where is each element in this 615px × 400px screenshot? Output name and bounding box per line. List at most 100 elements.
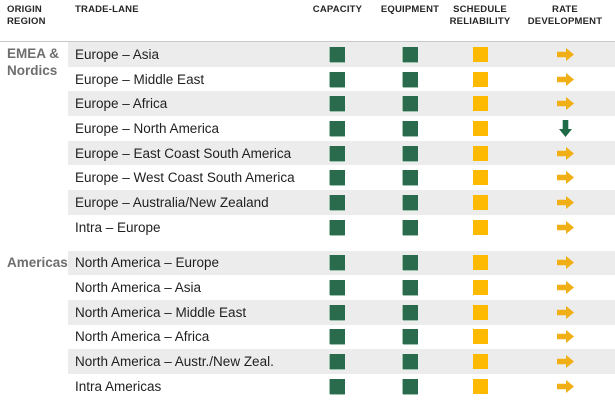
- equipment-cell: [375, 170, 445, 186]
- schedule-reliability-status-square: [472, 170, 488, 186]
- table-row: Europe – Middle East: [68, 67, 615, 92]
- capacity-cell: [300, 145, 375, 161]
- table-row: North America – Asia: [68, 275, 615, 300]
- capacity-status-square: [330, 194, 345, 210]
- right-arrow-icon: [556, 146, 574, 160]
- trade-lane-label: Intra – Europe: [75, 219, 161, 235]
- trade-lane-label: Europe – Middle East: [75, 71, 205, 87]
- schedule-reliability-status-square: [472, 378, 488, 394]
- rate-development-cell: [515, 171, 615, 185]
- origin-region-group: Americas North America – Europe North Amer…: [0, 250, 615, 399]
- table-row: Europe – West Coast South America: [68, 165, 615, 190]
- table-row: Europe – North America: [68, 116, 615, 141]
- equipment-status-square: [402, 71, 418, 87]
- equipment-cell: [375, 46, 445, 62]
- schedule-reliability-status-square: [472, 304, 488, 320]
- equipment-cell: [375, 96, 445, 112]
- capacity-status-square: [330, 46, 345, 62]
- schedule-reliability-cell: [445, 145, 515, 161]
- right-arrow-icon: [556, 281, 574, 295]
- capacity-cell: [300, 170, 375, 186]
- right-arrow-icon: [556, 195, 574, 209]
- equipment-status-square: [402, 170, 418, 186]
- schedule-reliability-status-square: [472, 145, 488, 161]
- schedule-reliability-status-square: [472, 255, 488, 271]
- equipment-cell: [375, 329, 445, 345]
- capacity-cell: [300, 378, 375, 394]
- equipment-cell: [375, 304, 445, 320]
- table-row: North America – Europe: [68, 250, 615, 276]
- trade-lane-label: Europe – Asia: [75, 46, 160, 62]
- capacity-status-square: [330, 304, 345, 320]
- right-arrow-icon: [556, 171, 574, 185]
- equipment-status-square: [402, 46, 418, 62]
- capacity-cell: [300, 194, 375, 210]
- equipment-cell: [375, 120, 445, 136]
- trade-lane-label: Europe – West Coast South America: [75, 170, 295, 186]
- capacity-cell: [300, 71, 375, 87]
- column-header-schedule-reliability: SCHEDULE RELIABILITY: [449, 4, 511, 27]
- capacity-status-square: [330, 120, 345, 136]
- schedule-reliability-cell: [445, 170, 515, 186]
- trade-lane-label: North America – Asia: [75, 280, 202, 296]
- trade-lane-label: Europe – Australia/New Zealand: [75, 194, 269, 210]
- down-arrow-icon: [558, 119, 572, 137]
- schedule-reliability-status-square: [472, 194, 488, 210]
- capacity-status-square: [330, 329, 345, 345]
- schedule-reliability-status-square: [472, 96, 488, 112]
- equipment-status-square: [402, 280, 418, 296]
- equipment-cell: [375, 378, 445, 394]
- capacity-status-square: [330, 71, 345, 87]
- schedule-reliability-cell: [445, 329, 515, 345]
- table-row: Europe – Asia: [68, 42, 615, 67]
- capacity-cell: [300, 255, 375, 271]
- equipment-cell: [375, 194, 445, 210]
- trade-lane-label: North America – Middle East: [75, 304, 247, 320]
- table-body: EMEA & Nordics Europe – Asia Europe – Midd…: [0, 42, 615, 399]
- right-arrow-icon: [556, 305, 574, 319]
- column-header-rate-development: RATE DEVELOPMENT: [527, 4, 603, 27]
- table-row: Europe – East Coast South America: [68, 140, 615, 166]
- schedule-reliability-cell: [445, 255, 515, 271]
- right-arrow-icon: [556, 330, 574, 344]
- rate-development-cell: [515, 379, 615, 393]
- rate-development-cell: [515, 220, 615, 234]
- capacity-cell: [300, 329, 375, 345]
- capacity-cell: [300, 120, 375, 136]
- capacity-status-square: [330, 96, 345, 112]
- equipment-status-square: [402, 255, 418, 271]
- capacity-status-square: [330, 255, 345, 271]
- equipment-status-square: [402, 354, 418, 370]
- equipment-cell: [375, 354, 445, 370]
- table-row: North America – Austr./New Zeal.: [68, 349, 615, 374]
- trade-lane-label: Europe – East Coast South America: [75, 145, 292, 161]
- capacity-status-square: [330, 170, 345, 186]
- rate-development-cell: [515, 146, 615, 160]
- right-arrow-icon: [556, 220, 574, 234]
- capacity-cell: [300, 96, 375, 112]
- origin-region-label: Americas: [7, 254, 68, 270]
- capacity-cell: [300, 280, 375, 296]
- schedule-reliability-status-square: [472, 354, 488, 370]
- origin-region-group: EMEA & Nordics Europe – Asia Europe – Midd…: [0, 42, 615, 240]
- column-header-equipment: EQUIPMENT: [380, 4, 440, 15]
- capacity-cell: [300, 304, 375, 320]
- schedule-reliability-cell: [445, 120, 515, 136]
- equipment-cell: [375, 280, 445, 296]
- column-header-capacity: CAPACITY: [312, 4, 363, 15]
- column-header-origin-region: ORIGIN REGION: [7, 4, 46, 27]
- capacity-status-square: [330, 378, 345, 394]
- right-arrow-icon: [556, 256, 574, 270]
- schedule-reliability-cell: [445, 71, 515, 87]
- schedule-reliability-cell: [445, 378, 515, 394]
- rate-development-cell: [515, 281, 615, 295]
- trade-lane-label: North America – Europe: [75, 255, 220, 271]
- trade-lane-label: North America – Africa: [75, 329, 210, 345]
- rate-development-cell: [515, 119, 615, 137]
- schedule-reliability-cell: [445, 219, 515, 235]
- equipment-cell: [375, 219, 445, 235]
- equipment-cell: [375, 145, 445, 161]
- rate-development-cell: [515, 330, 615, 344]
- schedule-reliability-cell: [445, 280, 515, 296]
- equipment-status-square: [402, 378, 418, 394]
